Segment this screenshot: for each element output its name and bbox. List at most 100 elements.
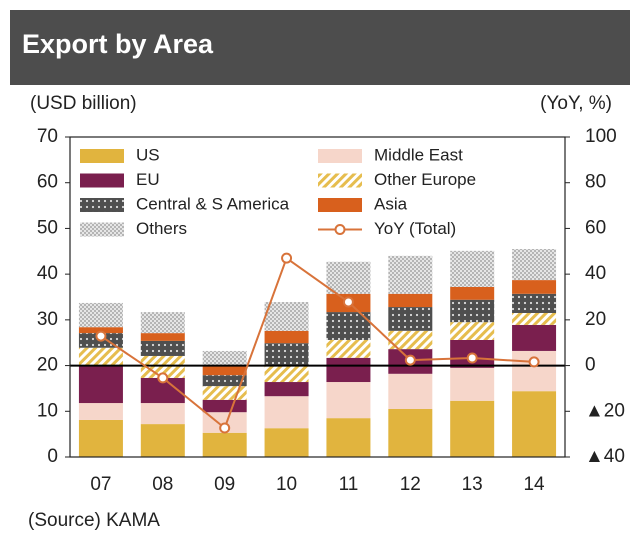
bar-segment xyxy=(202,350,247,367)
bar-segment xyxy=(78,403,123,420)
bar-segment xyxy=(388,293,433,308)
title-bar xyxy=(10,10,630,85)
y-tick-label: 70 xyxy=(37,126,58,147)
bar-segment xyxy=(202,366,247,376)
bar-segment xyxy=(450,250,495,287)
bar-segment xyxy=(78,419,123,457)
bar-segment xyxy=(450,400,495,457)
bar-segment xyxy=(264,382,309,397)
legend-swatch xyxy=(80,198,124,212)
yoy-marker xyxy=(466,352,478,364)
legend-marker xyxy=(334,224,346,235)
bar-segment xyxy=(78,302,123,328)
bar-segment xyxy=(140,340,185,356)
bar-segment xyxy=(450,322,495,340)
bar-segment xyxy=(326,357,371,383)
x-tick-label: 07 xyxy=(90,474,111,495)
y2-tick-label: 0 xyxy=(585,355,596,376)
bar-segment xyxy=(78,327,123,334)
y2-tick-label: ▲20 xyxy=(585,400,625,421)
legend-label: Central & S America xyxy=(136,194,290,213)
legend-swatch xyxy=(318,198,362,212)
bar-segment xyxy=(512,324,557,351)
legend-label: Asia xyxy=(374,194,408,213)
yoy-marker xyxy=(404,354,416,366)
yoy-marker xyxy=(342,296,354,308)
bar-segment xyxy=(78,347,123,366)
legend-label: EU xyxy=(136,170,160,189)
yoy-marker xyxy=(95,330,107,342)
bar-segment xyxy=(512,313,557,325)
legend-label: YoY (Total) xyxy=(374,219,456,238)
legend-swatch xyxy=(80,173,124,188)
legend-swatch xyxy=(80,149,124,163)
legend-swatch xyxy=(318,173,362,188)
bar-segment xyxy=(512,391,557,457)
y2-tick-label: 60 xyxy=(585,217,606,238)
x-tick-label: 12 xyxy=(400,474,421,495)
y2-tick-label: 20 xyxy=(585,309,606,330)
yoy-line xyxy=(100,256,535,430)
bar-segment xyxy=(202,375,247,387)
y2-axis-label: (YoY, %) xyxy=(540,93,612,114)
bar-segment xyxy=(140,355,185,378)
bar-segment xyxy=(202,432,247,457)
y-tick-label: 20 xyxy=(37,355,58,376)
y-tick-label: 30 xyxy=(37,309,58,330)
y-tick-label: 10 xyxy=(37,400,58,421)
plot-frame xyxy=(69,136,566,458)
y-tick-label: 50 xyxy=(37,217,58,238)
bar-segment xyxy=(450,299,495,323)
bar-segment xyxy=(264,396,309,429)
bar-segment xyxy=(140,424,185,457)
bar-segment xyxy=(388,373,433,409)
bar-segment xyxy=(140,333,185,341)
bar-segment xyxy=(450,286,495,300)
bar-segment xyxy=(264,343,309,367)
bar-segment xyxy=(202,399,247,413)
bar-segment xyxy=(326,261,371,294)
yoy-marker xyxy=(219,422,231,434)
legend-swatch xyxy=(80,222,124,237)
legend-label: Other Europe xyxy=(374,170,476,189)
bar-segment xyxy=(264,330,309,344)
bar-segment xyxy=(388,307,433,331)
source: (Source) KAMA xyxy=(28,510,160,531)
bar-segment xyxy=(326,418,371,457)
x-tick-label: 08 xyxy=(152,474,173,495)
bar-segment xyxy=(264,302,309,331)
x-tick-label: 14 xyxy=(523,474,545,495)
legend-label: Middle East xyxy=(374,145,463,164)
x-tick-label: 11 xyxy=(339,474,359,495)
x-tick-label: 09 xyxy=(214,474,235,495)
y-tick-label: 40 xyxy=(37,263,58,284)
y2-tick-label: ▲40 xyxy=(585,446,625,467)
legend-label: Others xyxy=(136,219,187,238)
bar-segment xyxy=(512,293,557,313)
bar-segment xyxy=(326,382,371,419)
bar-segment xyxy=(264,428,309,457)
bar-segment xyxy=(388,255,433,294)
x-tick-label: 10 xyxy=(276,474,297,495)
y2-tick-label: 40 xyxy=(585,263,606,284)
yoy-marker xyxy=(157,372,169,384)
y-tick-label: 0 xyxy=(47,446,58,467)
bar-segment xyxy=(140,403,185,425)
x-tick-label: 13 xyxy=(462,474,483,495)
y2-tick-label: 80 xyxy=(585,172,606,193)
legend-label: US xyxy=(136,145,160,164)
yoy-marker xyxy=(528,356,540,368)
bar-segment xyxy=(388,409,433,457)
bar-segment xyxy=(140,312,185,334)
bar-segment xyxy=(264,366,309,383)
bar-segment xyxy=(450,367,495,401)
bar-segment xyxy=(512,249,557,281)
y-axis-label: (USD billion) xyxy=(30,93,137,114)
y2-tick-label: 100 xyxy=(585,126,617,147)
y-tick-label: 60 xyxy=(37,172,58,193)
yoy-marker xyxy=(281,252,293,264)
bar-segment xyxy=(326,339,371,358)
bar-segment xyxy=(512,280,557,294)
